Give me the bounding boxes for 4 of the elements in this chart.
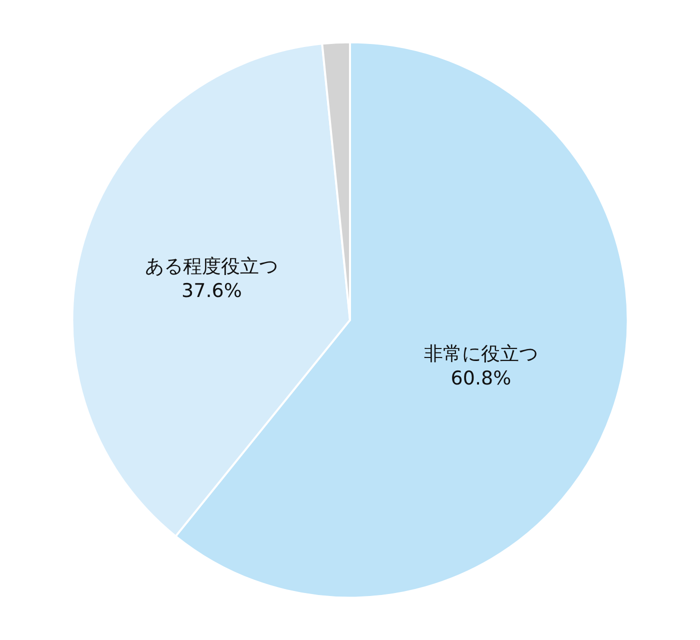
data-label: 37.6% [182,280,242,302]
slice-label: ある程度役立つ [145,256,278,278]
slice-label: 非常に役立つ [424,342,538,365]
data-label: 60.8% [450,368,512,390]
